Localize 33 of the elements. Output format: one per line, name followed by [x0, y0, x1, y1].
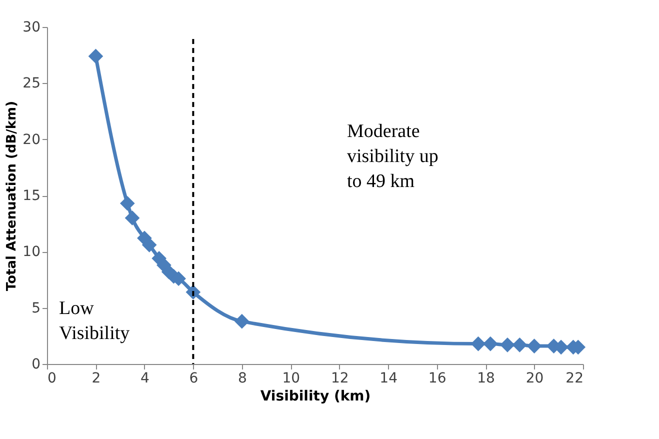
point [142, 238, 157, 252]
x-tick-label: 18 [477, 370, 495, 386]
point [470, 336, 486, 352]
point [483, 336, 498, 352]
y-tick-label: 25 [22, 76, 40, 92]
point [120, 196, 135, 211]
x-tick-label: 20 [526, 370, 544, 386]
y-tick-label: 5 [32, 300, 40, 316]
x-tick-label: 16 [428, 370, 446, 386]
x-tick-label: 2 [92, 370, 101, 386]
point [526, 338, 542, 354]
x-tick-label: 0 [48, 370, 56, 386]
point [234, 314, 250, 329]
annotation: Low Visibility [59, 298, 130, 344]
x-tick-label: 6 [189, 370, 198, 386]
point [500, 337, 515, 352]
x-axis-title: Visibility (km) [260, 388, 371, 404]
point [124, 210, 140, 226]
x-tick-label: 14 [380, 370, 398, 386]
point [88, 48, 104, 64]
point [512, 337, 528, 352]
annotation: Moderate visibility up to 49 km [347, 121, 438, 192]
y-tick-label: 15 [22, 188, 40, 204]
y-tick-label: 30 [22, 20, 40, 36]
y-tick-label: 0 [32, 356, 40, 372]
y-tick-label: 10 [22, 244, 40, 260]
x-tick-label: 8 [238, 370, 247, 386]
x-tick-label: 12 [330, 370, 349, 386]
x-tick-label: 4 [140, 370, 150, 386]
y-tick-label: 20 [22, 132, 40, 148]
y-axis-title: Total Attenuation (dB/km) [4, 100, 20, 292]
x-tick-label: 22 [566, 370, 584, 386]
x-tick-label: 10 [282, 370, 300, 386]
